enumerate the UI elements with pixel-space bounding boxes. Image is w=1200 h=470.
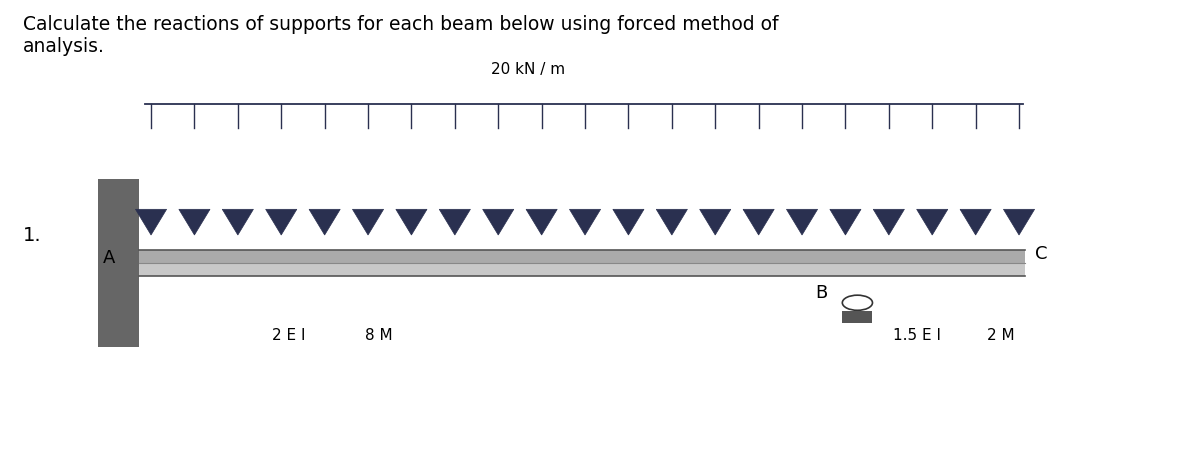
Polygon shape xyxy=(570,209,600,235)
Text: Calculate the reactions of supports for each beam below using forced method of
a: Calculate the reactions of supports for … xyxy=(23,16,779,56)
Text: 20 kN / m: 20 kN / m xyxy=(491,62,565,77)
Polygon shape xyxy=(396,209,427,235)
Polygon shape xyxy=(874,209,905,235)
Polygon shape xyxy=(786,209,817,235)
Polygon shape xyxy=(265,209,296,235)
Polygon shape xyxy=(700,209,731,235)
Polygon shape xyxy=(439,209,470,235)
Text: 2 M: 2 M xyxy=(988,328,1015,343)
Text: B: B xyxy=(815,284,828,302)
Text: 2 E I: 2 E I xyxy=(272,328,306,343)
Text: A: A xyxy=(103,250,115,267)
Polygon shape xyxy=(656,209,688,235)
Polygon shape xyxy=(917,209,948,235)
Bar xyxy=(139,250,1025,263)
Polygon shape xyxy=(353,209,384,235)
Polygon shape xyxy=(613,209,644,235)
Ellipse shape xyxy=(842,295,872,310)
Polygon shape xyxy=(310,209,341,235)
Polygon shape xyxy=(743,209,774,235)
Text: 1.: 1. xyxy=(23,226,42,245)
Text: 8 M: 8 M xyxy=(365,328,392,343)
Bar xyxy=(98,179,139,347)
Polygon shape xyxy=(482,209,514,235)
Polygon shape xyxy=(222,209,253,235)
Polygon shape xyxy=(830,209,860,235)
Polygon shape xyxy=(960,209,991,235)
Bar xyxy=(842,311,872,323)
Polygon shape xyxy=(136,209,167,235)
Text: C: C xyxy=(1034,245,1048,263)
Bar xyxy=(139,263,1025,276)
Polygon shape xyxy=(526,209,557,235)
Polygon shape xyxy=(179,209,210,235)
Text: 1.5 E I: 1.5 E I xyxy=(893,328,941,343)
Polygon shape xyxy=(1003,209,1034,235)
